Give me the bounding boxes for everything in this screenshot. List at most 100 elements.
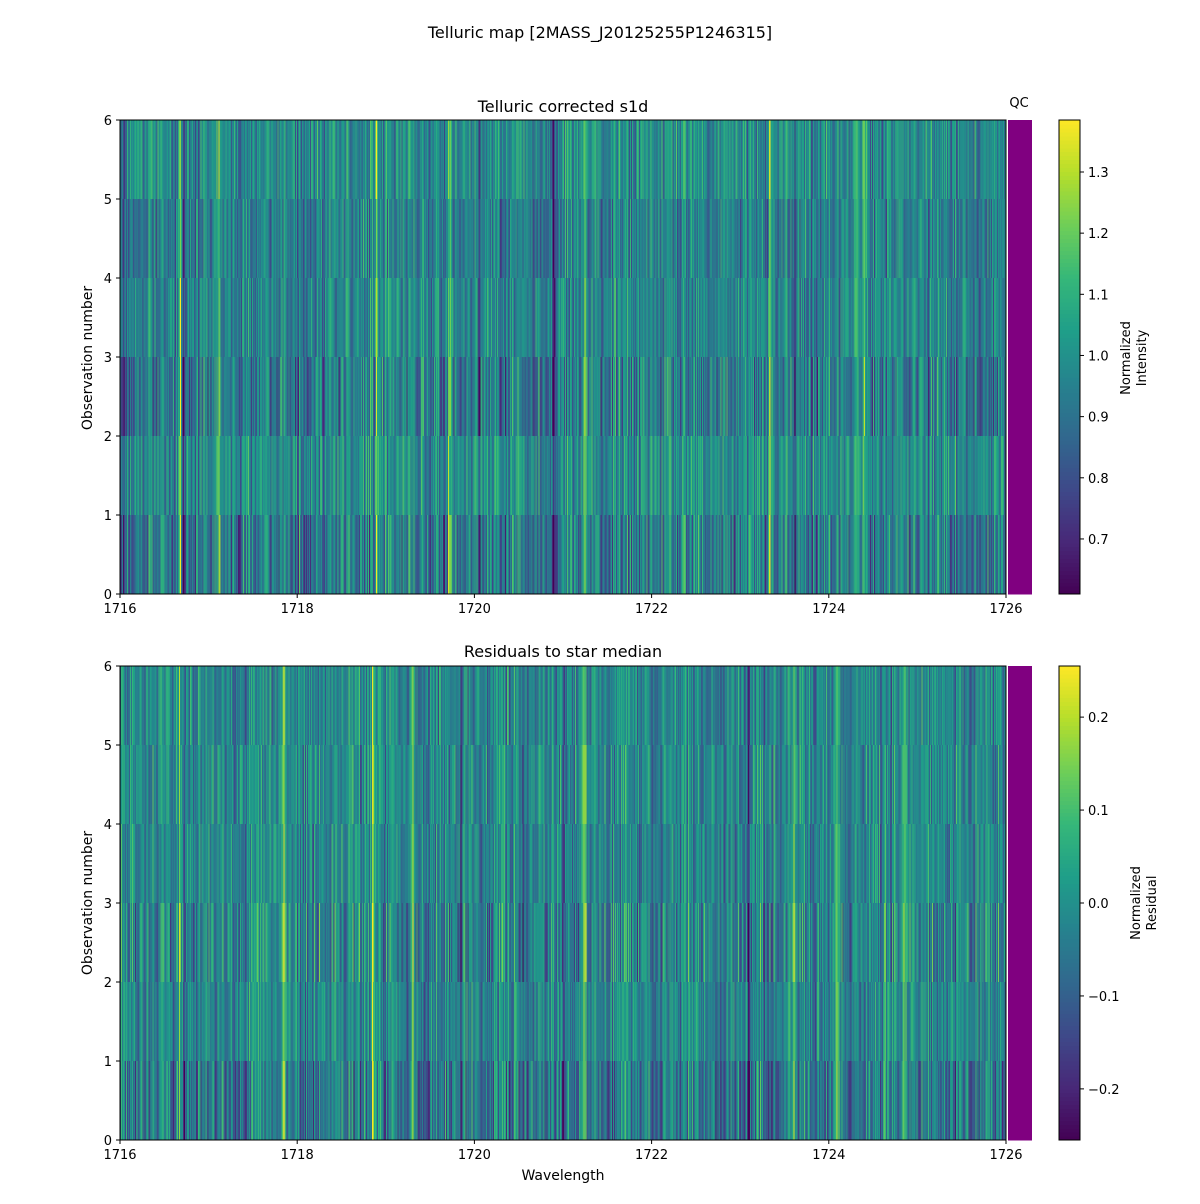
heatmap-cell [680, 199, 682, 278]
heatmap-cell [317, 515, 320, 594]
heatmap-cell [822, 436, 825, 515]
heatmap-cell [679, 515, 681, 594]
heatmap-cell [171, 436, 173, 515]
heatmap-cell [244, 199, 246, 278]
heatmap-cell [340, 278, 343, 357]
heatmap-cell [477, 120, 479, 199]
heatmap-cell [615, 199, 617, 278]
heatmap-cell [302, 436, 304, 515]
heatmap-cell [732, 436, 734, 515]
heatmap-cell [885, 436, 888, 515]
heatmap-cell [197, 436, 200, 515]
heatmap-cell [726, 199, 728, 278]
heatmap-cell [697, 278, 700, 357]
heatmap-cell [804, 436, 806, 515]
heatmap-cell [319, 357, 322, 436]
heatmap-cell [331, 278, 334, 357]
heatmap-cell [909, 436, 912, 515]
heatmap-cell [586, 278, 589, 357]
heatmap-cell [324, 436, 327, 515]
heatmap-cell [707, 515, 710, 594]
heatmap-cell [132, 436, 135, 515]
heatmap-cell [266, 120, 269, 199]
heatmap-cell [630, 278, 633, 357]
heatmap-cell [194, 515, 197, 594]
heatmap-cell [275, 436, 278, 515]
heatmap-cell [418, 278, 420, 357]
heatmap-cell [142, 357, 145, 436]
heatmap-cell [876, 436, 878, 515]
heatmap-cell [517, 357, 520, 436]
heatmap-cell [941, 199, 943, 278]
heatmap-cell [640, 199, 643, 278]
heatmap-cell [855, 515, 857, 594]
heatmap-cell [246, 120, 249, 199]
heatmap-cell [495, 120, 497, 199]
heatmap-cell [345, 278, 348, 357]
heatmap-cell [943, 278, 946, 357]
heatmap-cell [127, 436, 130, 515]
heatmap-cell [221, 515, 223, 594]
heatmap-cell [157, 357, 159, 436]
heatmap-cell [422, 515, 424, 594]
heatmap-cell [962, 199, 965, 278]
heatmap-cell [696, 515, 699, 594]
heatmap-cell [881, 436, 884, 515]
heatmap-cell [296, 357, 298, 436]
heatmap-cell [187, 357, 190, 436]
heatmap-cell [875, 357, 877, 436]
heatmap-cell [342, 436, 345, 515]
heatmap-cell [733, 278, 735, 357]
heatmap-cell [549, 515, 551, 594]
heatmap-cell [199, 357, 202, 436]
heatmap-cell [943, 278, 945, 357]
heatmap-cell [933, 357, 935, 436]
heatmap-cell [690, 199, 693, 278]
heatmap-cell [898, 357, 901, 436]
heatmap-cell [185, 199, 188, 278]
heatmap-cell [625, 515, 627, 594]
heatmap-cell [703, 515, 706, 594]
heatmap-cell [276, 278, 279, 357]
heatmap-cell [908, 357, 911, 436]
heatmap-cell [910, 357, 913, 436]
heatmap-cell [384, 436, 387, 515]
heatmap-cell [252, 199, 255, 278]
heatmap-cell [768, 357, 771, 436]
heatmap-cell [441, 199, 444, 278]
heatmap-cell [388, 515, 391, 594]
heatmap-cell [486, 278, 488, 357]
heatmap-cell [1004, 199, 1006, 278]
heatmap-cell [834, 278, 837, 357]
heatmap-cell [271, 357, 274, 436]
heatmap-cell [308, 120, 310, 199]
heatmap-cell [538, 357, 540, 436]
heatmap-cell [443, 278, 446, 357]
heatmap-cell [427, 199, 429, 278]
heatmap-cell [714, 515, 717, 594]
heatmap-cell [525, 357, 528, 436]
heatmap-cell [641, 357, 644, 436]
heatmap-cell [802, 278, 804, 357]
heatmap-cell [631, 515, 634, 594]
heatmap-cell [796, 515, 798, 594]
heatmap-cell [626, 515, 628, 594]
heatmap-cell [309, 199, 311, 278]
heatmap-cell [295, 278, 297, 357]
heatmap-cell [444, 120, 447, 199]
heatmap-cell [167, 120, 169, 199]
heatmap-cell [546, 357, 548, 436]
heatmap-cell [851, 199, 854, 278]
heatmap-cell [264, 515, 267, 594]
heatmap-cell [809, 278, 811, 357]
heatmap-cell [257, 199, 260, 278]
heatmap-cell [844, 515, 847, 594]
heatmap-cell [618, 436, 620, 515]
heatmap-cell [401, 120, 404, 199]
heatmap-cell [163, 515, 165, 594]
heatmap-cell [884, 357, 887, 436]
heatmap-cell [272, 357, 275, 436]
heatmap-cell [701, 436, 704, 515]
heatmap-cell [490, 199, 492, 278]
heatmap-cell [708, 278, 711, 357]
